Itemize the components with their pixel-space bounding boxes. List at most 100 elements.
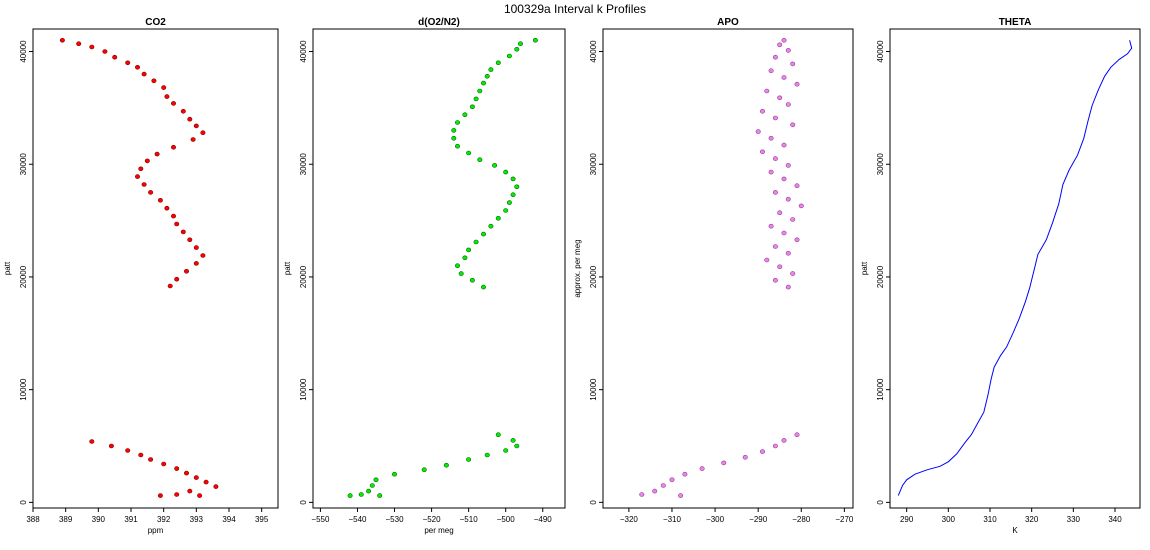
y-tick-label: 10000: [299, 378, 308, 401]
data-point: [790, 271, 796, 276]
data-point: [373, 477, 379, 483]
data-point: [721, 460, 727, 466]
panel-0: CO2 388 389 390 391 392 393 394 395 0 10000 20000 30…: [3, 17, 279, 535]
panel-3: THETA 290 300 310 320 330 340 0 10000 20000 30000 4…: [860, 17, 1141, 535]
x-tick-label: −550: [311, 515, 330, 524]
data-point: [141, 71, 147, 77]
data-point: [785, 251, 791, 256]
data-point: [164, 205, 170, 211]
data-point: [503, 208, 509, 213]
y-axis-label: patt: [3, 261, 12, 275]
y-tick-label: 0: [19, 500, 28, 505]
data-point: [157, 493, 163, 498]
panels: CO2 388 389 390 391 392 393 394 395 0 10000 20000 30…: [3, 17, 1141, 535]
data-point: [144, 158, 150, 164]
x-tick-label: 389: [59, 515, 73, 524]
data-point: [781, 75, 787, 80]
data-point: [466, 457, 472, 462]
data-point: [532, 37, 538, 43]
panel-title: THETA: [999, 17, 1032, 28]
data-point: [785, 102, 791, 107]
data-point: [138, 166, 144, 172]
data-point: [480, 231, 486, 237]
data-point: [138, 452, 144, 458]
y-tick-label: 30000: [589, 153, 598, 176]
y-tick-label: 40000: [589, 40, 598, 63]
x-tick-label: 300: [942, 515, 956, 524]
data-point: [366, 488, 372, 494]
data-point: [347, 493, 353, 498]
y-tick-label: 30000: [19, 153, 28, 176]
data-point: [451, 136, 457, 141]
data-point: [785, 196, 791, 202]
data-point: [777, 210, 783, 215]
data-point: [454, 263, 460, 269]
data-point: [781, 230, 787, 236]
x-axis-label: ppm: [148, 526, 164, 535]
data-point: [477, 88, 483, 94]
data-point: [790, 61, 796, 67]
data-point: [794, 81, 800, 87]
data-point: [451, 128, 457, 133]
data-point: [794, 183, 800, 188]
x-tick-label: −510: [460, 515, 479, 524]
data-point: [466, 150, 472, 156]
data-point: [135, 65, 141, 70]
data-point: [484, 452, 490, 458]
data-point: [759, 149, 765, 155]
data-point: [193, 261, 199, 266]
data-point: [503, 448, 509, 453]
data-point: [141, 182, 147, 187]
y-tick-label: 30000: [876, 153, 885, 176]
x-tick-label: −500: [497, 515, 516, 524]
data-point: [768, 136, 774, 141]
data-point: [506, 200, 512, 205]
data-point: [466, 247, 472, 253]
data-point: [669, 477, 675, 483]
data-point: [785, 48, 791, 53]
data-point: [108, 443, 114, 449]
data-point: [203, 479, 209, 485]
x-tick-label: 290: [900, 515, 914, 524]
x-axis-label: per meg: [424, 526, 453, 535]
y-tick-label: 20000: [589, 265, 598, 288]
data-point: [772, 115, 778, 121]
theta-line: [897, 40, 1133, 496]
data-point: [764, 257, 770, 263]
data-point: [193, 123, 199, 129]
data-point: [790, 217, 796, 222]
data-point: [125, 60, 131, 66]
data-point: [785, 284, 791, 290]
data-point: [772, 156, 778, 161]
data-point: [768, 169, 774, 175]
y-tick-label: 0: [299, 500, 308, 505]
data-point: [174, 276, 180, 282]
data-point: [682, 471, 688, 477]
y-axis-label: patt: [283, 261, 292, 275]
data-point: [180, 229, 186, 235]
data-point: [469, 104, 475, 110]
data-point: [495, 432, 501, 438]
data-point: [480, 284, 486, 290]
y-tick-label: 0: [876, 500, 885, 505]
x-tick-label: 330: [1067, 515, 1081, 524]
data-point: [517, 41, 523, 47]
data-point: [480, 80, 486, 86]
data-point: [200, 253, 206, 258]
x-tick-label: −520: [423, 515, 442, 524]
data-point: [495, 216, 501, 221]
data-point: [768, 68, 774, 73]
data-point: [484, 74, 490, 79]
y-axis-label: approx. per meg: [573, 239, 582, 297]
data-point: [443, 462, 449, 468]
data-point: [492, 163, 498, 168]
x-tick-label: 391: [124, 515, 138, 524]
data-point: [781, 37, 787, 43]
data-point: [157, 198, 163, 203]
data-point: [772, 443, 778, 449]
data-point: [89, 44, 95, 50]
data-point: [161, 461, 167, 467]
data-point: [454, 120, 460, 125]
data-point: [506, 53, 512, 59]
data-point: [639, 492, 645, 497]
